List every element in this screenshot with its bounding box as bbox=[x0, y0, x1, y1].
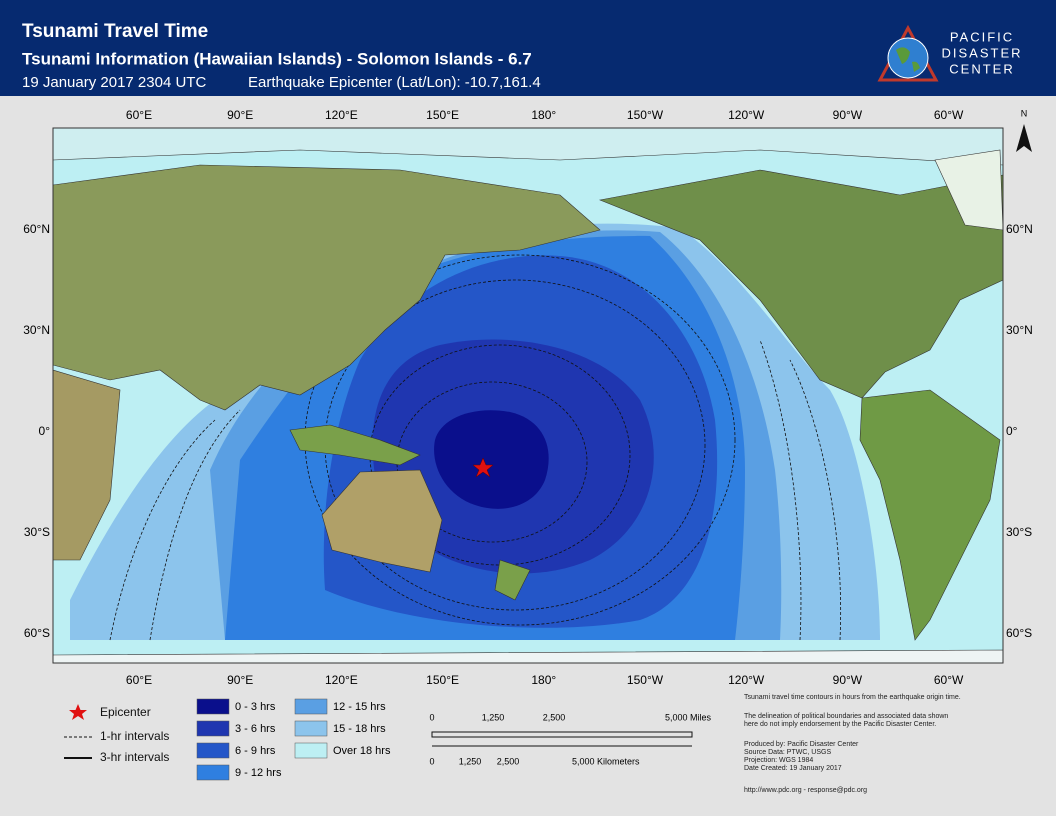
scale-label: 5,000 Miles bbox=[665, 712, 712, 722]
legend-swatch bbox=[196, 764, 230, 781]
lon-label: 60°W bbox=[934, 108, 964, 122]
logo-text: CENTER bbox=[949, 61, 1014, 76]
note: Projection: WGS 1984 bbox=[744, 757, 813, 764]
legend-label: Epicenter bbox=[100, 705, 151, 719]
scale-bar: 0 1,250 2,500 5,000 Miles 0 1,250 2,500 … bbox=[429, 712, 711, 766]
logo-text: DISASTER bbox=[941, 45, 1022, 60]
note: Tsunami travel time contours in hours fr… bbox=[744, 694, 961, 701]
new-zealand bbox=[494, 559, 531, 601]
lon-label: 150°E bbox=[426, 673, 459, 687]
scale-bar-miles bbox=[431, 731, 693, 738]
lon-label: 60°E bbox=[126, 673, 152, 687]
lon-label: 60°E bbox=[126, 108, 152, 122]
title: Tsunami Travel Time bbox=[22, 21, 208, 42]
lon-label: 180° bbox=[531, 108, 556, 122]
lon-label: 150°E bbox=[426, 108, 459, 122]
zone-0-3 bbox=[434, 410, 549, 509]
logo: PACIFIC DISASTER CENTER bbox=[877, 24, 1022, 82]
note: here do not imply endorsement by the Pac… bbox=[744, 721, 936, 728]
legend-label: 0 - 3 hrs bbox=[235, 701, 276, 713]
note: Produced by: Pacific Disaster Center bbox=[744, 741, 859, 748]
map-frame bbox=[52, 127, 1004, 664]
legend-swatch bbox=[196, 698, 230, 715]
greenland bbox=[934, 149, 1003, 231]
graticule-labels: 60°E 60°E 90°E 90°E 120°E 120°E 150°E 150°E 180°… bbox=[23, 108, 1033, 687]
lat-label: 30°S bbox=[24, 525, 50, 539]
scale-label: 0 bbox=[429, 756, 434, 766]
lat-label: 0° bbox=[39, 424, 51, 438]
lon-label: 90°W bbox=[833, 108, 863, 122]
lat-label: 60°N bbox=[23, 222, 50, 236]
legend-label: 3 - 6 hrs bbox=[235, 723, 276, 735]
north-arrow-shape bbox=[1016, 124, 1032, 152]
legend-swatch bbox=[294, 742, 328, 759]
epicenter-line: Earthquake Epicenter (Lat/Lon): -10.7,16… bbox=[248, 74, 541, 91]
scale-label: 5,000 Kilometers bbox=[572, 756, 640, 766]
lon-label: 120°W bbox=[728, 673, 765, 687]
notes: Tsunami travel time contours in hours fr… bbox=[744, 694, 961, 794]
lon-label: 120°E bbox=[325, 108, 358, 122]
lon-label: 120°W bbox=[728, 108, 765, 122]
legend-label: 9 - 12 hrs bbox=[235, 767, 282, 779]
north-america bbox=[598, 169, 1003, 399]
note: Source Data: PTWC, USGS bbox=[744, 749, 831, 756]
australia bbox=[321, 469, 443, 573]
eurasia bbox=[53, 164, 601, 411]
legend-label: 1-hr intervals bbox=[100, 729, 169, 743]
legend: Epicenter 1-hr intervals 3-hr intervals … bbox=[64, 698, 391, 781]
legend-swatch bbox=[294, 698, 328, 715]
south-america bbox=[859, 389, 1001, 641]
lon-label: 150°W bbox=[627, 108, 664, 122]
lon-label: 90°E bbox=[227, 673, 253, 687]
arctic-ice bbox=[53, 128, 1003, 166]
scale-label: 0 bbox=[429, 712, 434, 722]
map bbox=[53, 128, 1003, 663]
lat-label: 0° bbox=[1006, 424, 1018, 438]
note: http://www.pdc.org - response@pdc.org bbox=[744, 787, 867, 794]
scale-label: 1,250 bbox=[459, 756, 482, 766]
lon-label: 180° bbox=[531, 673, 556, 687]
legend-swatch bbox=[196, 720, 230, 737]
lat-label: 60°S bbox=[1006, 626, 1032, 640]
africa bbox=[53, 369, 121, 561]
epicenter-star bbox=[472, 457, 494, 478]
legend-swatch bbox=[196, 742, 230, 759]
date: 19 January 2017 2304 UTC bbox=[22, 74, 206, 91]
legend-label: Over 18 hrs bbox=[333, 745, 391, 757]
scale-label: 2,500 bbox=[543, 712, 566, 722]
lon-label: 90°E bbox=[227, 108, 253, 122]
north-arrow: N bbox=[1016, 108, 1032, 152]
logo-land bbox=[896, 47, 920, 72]
land bbox=[53, 128, 1003, 663]
legend-label: 6 - 9 hrs bbox=[235, 745, 276, 757]
indonesia bbox=[289, 424, 421, 466]
legend-label: 15 - 18 hrs bbox=[333, 723, 386, 735]
north-label: N bbox=[1021, 108, 1028, 118]
lat-label: 30°N bbox=[1006, 323, 1033, 337]
scale-label: 1,250 bbox=[482, 712, 505, 722]
logo-text: PACIFIC bbox=[950, 29, 1014, 44]
note: Date Created: 19 January 2017 bbox=[744, 765, 842, 772]
legend-swatch bbox=[294, 720, 328, 737]
lat-label: 30°N bbox=[23, 323, 50, 337]
note: The delineation of political boundaries … bbox=[744, 713, 948, 720]
scale-label: 2,500 bbox=[497, 756, 520, 766]
lat-label: 60°N bbox=[1006, 222, 1033, 236]
lon-label: 60°W bbox=[934, 673, 964, 687]
subtitle: Tsunami Information (Hawaiian Islands) -… bbox=[22, 49, 532, 68]
legend-star bbox=[69, 704, 87, 720]
lon-label: 150°W bbox=[627, 673, 664, 687]
lon-label: 120°E bbox=[325, 673, 358, 687]
legend-label: 3-hr intervals bbox=[100, 750, 169, 764]
antarctica bbox=[53, 649, 1003, 663]
lat-label: 30°S bbox=[1006, 525, 1032, 539]
legend-label: 12 - 15 hrs bbox=[333, 701, 386, 713]
lat-label: 60°S bbox=[24, 626, 50, 640]
lon-label: 90°W bbox=[833, 673, 863, 687]
